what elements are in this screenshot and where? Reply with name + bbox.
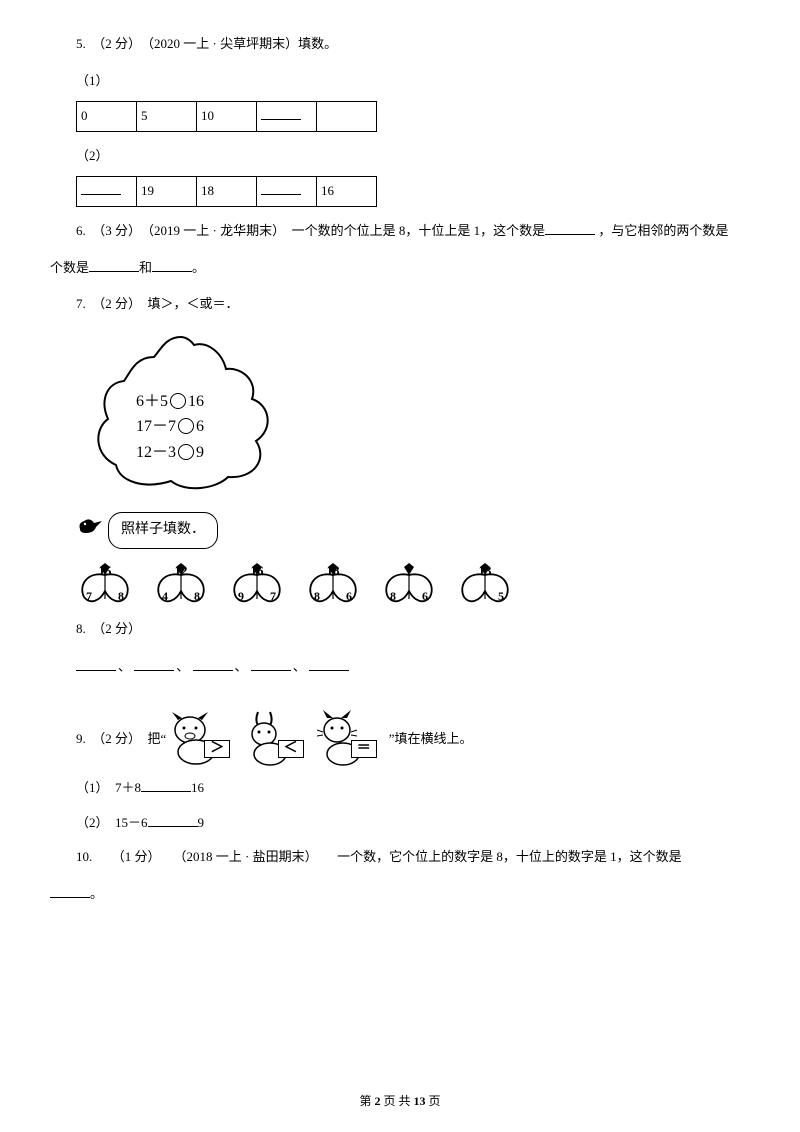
q10: 10. （1 分） （2018 一上 · 盐田期末） 一个数，它个位上的数字是 … — [50, 843, 750, 872]
page-footer: 第 2 页 共 13 页 — [0, 1088, 800, 1114]
butterfly-2: 16 97 — [228, 561, 286, 609]
lt-sign: ＜ — [278, 740, 304, 758]
q7-label: 7. （2 分） 填＞，＜或＝． — [50, 290, 750, 319]
q6-line2: 个数是和。 — [50, 254, 750, 283]
q5-t1-c3[interactable] — [257, 102, 317, 132]
butterfly-3: 18 86 — [304, 561, 362, 609]
q6: 6. （3 分） （2019 一上 · 龙华期末） 一个数的个位上是 8，十位上… — [50, 217, 750, 246]
q8-b2[interactable] — [134, 658, 174, 671]
q8-b4[interactable] — [251, 658, 291, 671]
q7-circle1[interactable] — [170, 393, 186, 409]
butterfly-5: 13 5 — [456, 561, 514, 609]
q5-t2-c0[interactable] — [77, 177, 137, 207]
rabbit-icon: ＜ — [240, 708, 310, 768]
q6-prefix: 6. （3 分） （2019 一上 · 龙华期末） 一个数的个位上是 8，十位上… — [76, 223, 545, 238]
q8-label: 8. （2 分） — [50, 615, 141, 650]
q8-graphic: 照样子填数． 15 78 12 48 16 97 18 86 86 13 5 — [76, 509, 750, 609]
q7-blob: 6＋516 17－76 12－39 — [76, 329, 286, 499]
q5-t1-c4[interactable] — [317, 102, 377, 132]
butterfly-0: 15 78 — [76, 561, 134, 609]
q5-t2-c4: 16 — [317, 177, 377, 207]
q9-s2: （2） 15－69 — [76, 809, 750, 838]
q6-blank1[interactable] — [545, 222, 595, 235]
q9-animals: ＞ ＜ ＝ — [166, 708, 383, 768]
q6-blank2[interactable] — [89, 259, 139, 272]
q5-sub2: （2） — [76, 142, 750, 171]
q5-t2-c3[interactable] — [257, 177, 317, 207]
pig-icon: ＞ — [166, 708, 236, 768]
q10-blank-line: 。 — [50, 880, 750, 909]
q5-t2-c1: 19 — [137, 177, 197, 207]
q8-b3[interactable] — [193, 658, 233, 671]
q9-s1-blank[interactable] — [141, 779, 191, 792]
q7-circle3[interactable] — [178, 444, 194, 460]
q5-t1-c2: 10 — [197, 102, 257, 132]
q5-t1-c0: 0 — [77, 102, 137, 132]
butterfly-4: 86 — [380, 561, 438, 609]
q8-b1[interactable] — [76, 658, 116, 671]
q8-b5[interactable] — [309, 658, 349, 671]
q5-sub1: （1） — [76, 67, 750, 96]
q8-blanks: 、 、 、 、 — [76, 653, 750, 682]
q5-t2-c2: 18 — [197, 177, 257, 207]
q9-prefix: 9. （2 分） 把“ — [50, 725, 166, 768]
q10-blank[interactable] — [50, 885, 90, 898]
gt-sign: ＞ — [204, 740, 230, 758]
bird-icon — [76, 509, 104, 553]
q5-label: 5. （2 分） （2020 一上 · 尖草坪期末）填数。 — [50, 30, 750, 59]
q5-t1-c1: 5 — [137, 102, 197, 132]
q6-blank3[interactable] — [152, 259, 192, 272]
butterfly-1: 12 48 — [152, 561, 210, 609]
q5-table2: 19 18 16 — [76, 176, 377, 207]
q5-table1: 0 5 10 — [76, 101, 377, 132]
cat-icon: ＝ — [313, 708, 383, 768]
q8-speech: 照样子填数． — [108, 512, 218, 549]
q7-circle2[interactable] — [178, 418, 194, 434]
q9-suffix: ”填在横线上。 — [389, 725, 473, 768]
q9-s2-blank[interactable] — [148, 814, 198, 827]
eq-sign: ＝ — [351, 740, 377, 758]
q6-mid: ，与它相邻的两个数是 — [595, 223, 728, 238]
q9-s1: （1） 7＋816 — [76, 774, 750, 803]
